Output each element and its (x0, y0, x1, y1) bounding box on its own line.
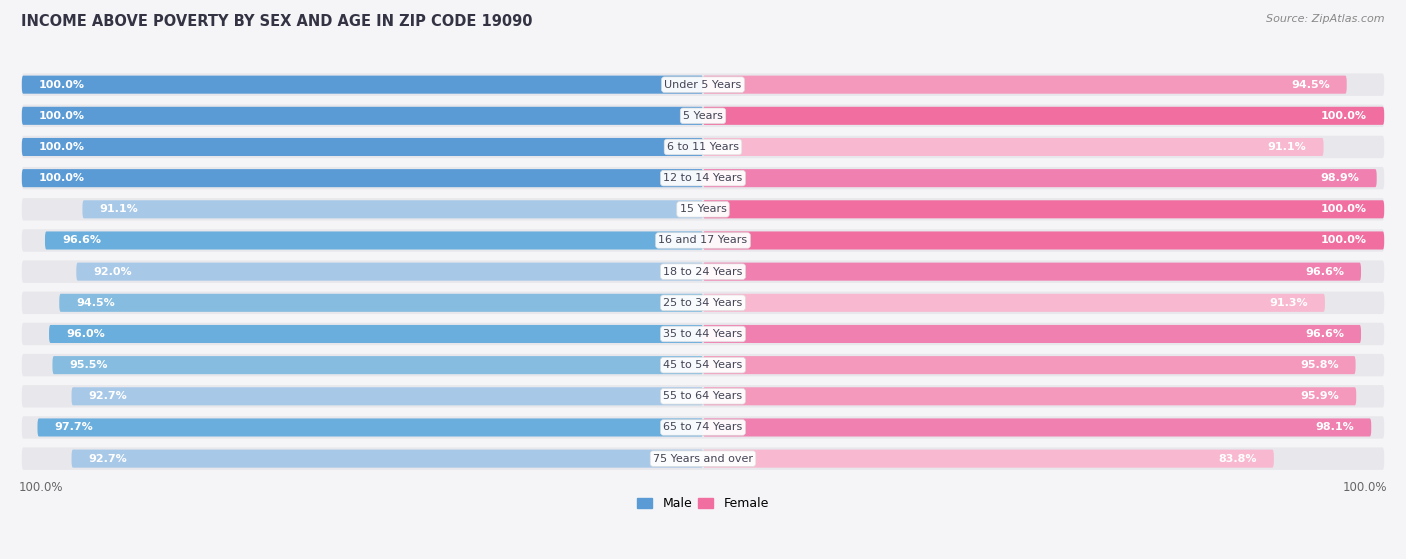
Text: 12 to 14 Years: 12 to 14 Years (664, 173, 742, 183)
Text: 100.0%: 100.0% (18, 481, 63, 494)
Text: 91.3%: 91.3% (1270, 298, 1308, 308)
FancyBboxPatch shape (703, 200, 1384, 219)
FancyBboxPatch shape (22, 138, 703, 156)
FancyBboxPatch shape (22, 292, 1384, 314)
Text: 96.6%: 96.6% (1305, 329, 1344, 339)
FancyBboxPatch shape (22, 323, 1384, 345)
Text: 83.8%: 83.8% (1219, 454, 1257, 463)
Text: 95.8%: 95.8% (1301, 360, 1339, 370)
Text: 94.5%: 94.5% (76, 298, 115, 308)
Text: 91.1%: 91.1% (100, 204, 138, 214)
FancyBboxPatch shape (52, 356, 703, 374)
Text: 65 to 74 Years: 65 to 74 Years (664, 423, 742, 433)
FancyBboxPatch shape (22, 167, 1384, 190)
FancyBboxPatch shape (703, 263, 1361, 281)
Text: INCOME ABOVE POVERTY BY SEX AND AGE IN ZIP CODE 19090: INCOME ABOVE POVERTY BY SEX AND AGE IN Z… (21, 14, 533, 29)
FancyBboxPatch shape (703, 449, 1274, 468)
FancyBboxPatch shape (22, 385, 1384, 408)
Text: 96.0%: 96.0% (66, 329, 105, 339)
FancyBboxPatch shape (22, 169, 703, 187)
Text: 25 to 34 Years: 25 to 34 Years (664, 298, 742, 308)
Text: 94.5%: 94.5% (1291, 79, 1330, 89)
Text: 100.0%: 100.0% (39, 142, 84, 152)
Text: 100.0%: 100.0% (1343, 481, 1388, 494)
Text: 6 to 11 Years: 6 to 11 Years (666, 142, 740, 152)
Text: 92.0%: 92.0% (93, 267, 132, 277)
FancyBboxPatch shape (22, 260, 1384, 283)
FancyBboxPatch shape (703, 356, 1355, 374)
FancyBboxPatch shape (59, 294, 703, 312)
Text: 98.1%: 98.1% (1316, 423, 1354, 433)
Text: 100.0%: 100.0% (1322, 235, 1367, 245)
Text: 45 to 54 Years: 45 to 54 Years (664, 360, 742, 370)
Legend: Male, Female: Male, Female (633, 492, 773, 515)
FancyBboxPatch shape (22, 198, 1384, 221)
FancyBboxPatch shape (76, 263, 703, 281)
Text: Source: ZipAtlas.com: Source: ZipAtlas.com (1267, 14, 1385, 24)
Text: 95.5%: 95.5% (69, 360, 108, 370)
FancyBboxPatch shape (703, 138, 1323, 156)
FancyBboxPatch shape (22, 416, 1384, 439)
FancyBboxPatch shape (83, 200, 703, 219)
FancyBboxPatch shape (72, 387, 703, 405)
Text: 100.0%: 100.0% (39, 173, 84, 183)
FancyBboxPatch shape (38, 419, 703, 437)
FancyBboxPatch shape (22, 73, 1384, 96)
FancyBboxPatch shape (703, 107, 1384, 125)
Text: 95.9%: 95.9% (1301, 391, 1340, 401)
Text: 100.0%: 100.0% (39, 111, 84, 121)
Text: 96.6%: 96.6% (62, 235, 101, 245)
Text: 100.0%: 100.0% (1322, 204, 1367, 214)
FancyBboxPatch shape (22, 107, 703, 125)
FancyBboxPatch shape (22, 105, 1384, 127)
FancyBboxPatch shape (49, 325, 703, 343)
FancyBboxPatch shape (22, 229, 1384, 252)
Text: 18 to 24 Years: 18 to 24 Years (664, 267, 742, 277)
FancyBboxPatch shape (22, 447, 1384, 470)
FancyBboxPatch shape (703, 294, 1324, 312)
FancyBboxPatch shape (703, 75, 1347, 94)
Text: 96.6%: 96.6% (1305, 267, 1344, 277)
Text: 35 to 44 Years: 35 to 44 Years (664, 329, 742, 339)
Text: 16 and 17 Years: 16 and 17 Years (658, 235, 748, 245)
Text: 91.1%: 91.1% (1268, 142, 1306, 152)
FancyBboxPatch shape (703, 169, 1376, 187)
FancyBboxPatch shape (22, 136, 1384, 158)
Text: 92.7%: 92.7% (89, 454, 128, 463)
FancyBboxPatch shape (703, 387, 1357, 405)
Text: 97.7%: 97.7% (55, 423, 93, 433)
Text: 98.9%: 98.9% (1320, 173, 1360, 183)
FancyBboxPatch shape (703, 419, 1371, 437)
FancyBboxPatch shape (22, 75, 703, 94)
Text: 5 Years: 5 Years (683, 111, 723, 121)
Text: 100.0%: 100.0% (1322, 111, 1367, 121)
FancyBboxPatch shape (703, 325, 1361, 343)
Text: 55 to 64 Years: 55 to 64 Years (664, 391, 742, 401)
FancyBboxPatch shape (22, 354, 1384, 376)
Text: 75 Years and over: 75 Years and over (652, 454, 754, 463)
FancyBboxPatch shape (703, 231, 1384, 249)
Text: 92.7%: 92.7% (89, 391, 128, 401)
Text: 100.0%: 100.0% (39, 79, 84, 89)
FancyBboxPatch shape (45, 231, 703, 249)
FancyBboxPatch shape (72, 449, 703, 468)
Text: 15 Years: 15 Years (679, 204, 727, 214)
Text: Under 5 Years: Under 5 Years (665, 79, 741, 89)
